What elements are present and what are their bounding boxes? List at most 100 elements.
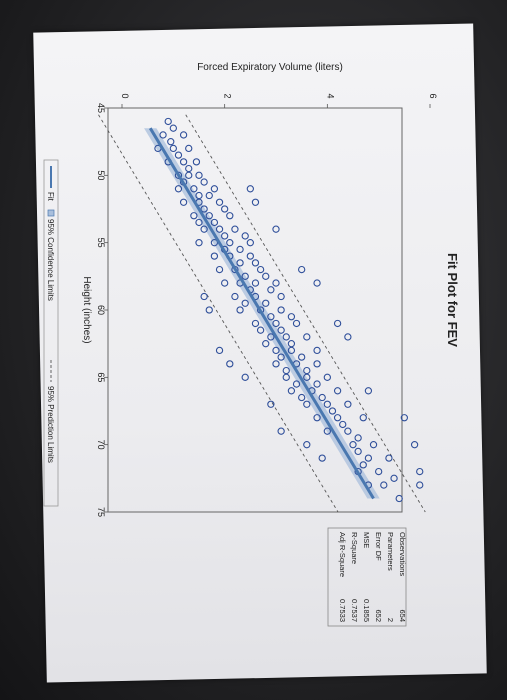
data-point — [267, 286, 275, 294]
data-point — [277, 353, 285, 361]
data-point — [277, 306, 285, 314]
data-point — [313, 360, 321, 368]
data-point — [256, 265, 265, 274]
stats-value: 0.7537 — [350, 599, 359, 622]
data-point — [205, 306, 213, 314]
data-point — [251, 279, 260, 287]
data-point — [174, 151, 183, 159]
data-point — [262, 299, 270, 307]
data-point — [185, 164, 193, 173]
data-point — [303, 333, 311, 341]
fev-axis-ticks: 0 2 4 6 — [120, 93, 438, 108]
data-point — [323, 373, 331, 381]
data-point — [287, 387, 296, 395]
chart-title: Fit Plot for FEV — [445, 253, 460, 347]
stats-label: Adj R-Square — [338, 532, 347, 577]
data-point — [344, 400, 352, 408]
height-tick-label: 75 — [96, 507, 106, 517]
data-point — [169, 144, 177, 153]
fit-line — [148, 127, 375, 500]
stats-value: 2 — [386, 618, 395, 622]
legend-label: Fit — [46, 192, 55, 202]
data-point — [323, 400, 331, 408]
stats-box-border — [327, 527, 407, 627]
data-point — [185, 144, 193, 153]
data-point — [333, 319, 342, 328]
data-point — [262, 340, 270, 348]
data-point — [277, 326, 285, 334]
data-point — [313, 380, 321, 388]
data-point — [262, 272, 270, 280]
data-point — [241, 232, 249, 240]
data-point — [333, 414, 342, 422]
data-point — [190, 212, 198, 220]
legend: Fit 95% Confidence Limits 95% Prediction L… — [43, 159, 59, 507]
data-point — [241, 299, 249, 307]
data-point — [221, 279, 229, 287]
data-point — [400, 414, 408, 422]
scatter-points — [154, 117, 424, 503]
data-point — [226, 239, 234, 247]
data-point — [303, 400, 311, 408]
data-point — [195, 239, 203, 247]
data-point — [318, 454, 326, 462]
stats-label: MSE — [362, 532, 371, 548]
data-point — [385, 454, 393, 462]
data-point — [333, 387, 342, 395]
x-axis-label: Height (inches) — [81, 276, 92, 343]
data-point — [272, 279, 280, 287]
data-point — [251, 259, 260, 267]
data-point — [251, 198, 260, 206]
data-point — [200, 292, 208, 301]
data-point — [287, 313, 296, 321]
height-tick-label: 45 — [96, 103, 106, 113]
data-point — [169, 124, 177, 132]
data-point — [236, 259, 244, 267]
data-point — [416, 481, 424, 489]
height-axis-ticks: 45 50 55 60 65 70 75 — [96, 103, 108, 517]
data-point — [369, 441, 378, 449]
data-point — [174, 185, 183, 193]
stats-label: Parameters — [386, 532, 395, 571]
data-point — [390, 474, 398, 482]
data-point — [416, 467, 424, 476]
data-point — [226, 360, 234, 368]
data-point — [354, 434, 362, 442]
data-point — [159, 131, 167, 139]
data-point — [210, 252, 219, 260]
data-point — [236, 306, 244, 314]
data-point — [272, 225, 280, 233]
data-point — [210, 239, 219, 247]
data-point — [359, 461, 367, 469]
prediction-limit-lower — [98, 114, 339, 513]
data-point — [277, 427, 285, 435]
data-point — [292, 380, 301, 388]
data-point — [292, 319, 301, 328]
legend-label: 95% Confidence Limits — [46, 219, 55, 301]
stats-label: Observations — [398, 532, 407, 576]
data-point — [282, 373, 290, 381]
data-point — [164, 117, 172, 126]
data-point — [215, 198, 224, 206]
data-point — [298, 353, 306, 361]
data-point — [195, 218, 203, 227]
data-point — [192, 158, 201, 166]
height-tick-label: 55 — [96, 238, 106, 248]
prediction-limits — [98, 114, 426, 513]
fev-tick-label: 6 — [428, 93, 438, 98]
prediction-limit-upper — [185, 114, 426, 513]
data-point — [375, 467, 383, 476]
data-point — [349, 441, 357, 449]
data-point — [246, 239, 254, 247]
data-point — [272, 360, 280, 368]
data-point — [287, 340, 296, 348]
data-point — [200, 205, 208, 213]
data-point — [298, 265, 306, 274]
data-point — [303, 441, 311, 449]
data-point — [221, 232, 229, 240]
data-point — [179, 158, 188, 166]
height-tick-label: 50 — [96, 170, 106, 180]
data-point — [287, 346, 296, 355]
data-point — [395, 494, 403, 503]
